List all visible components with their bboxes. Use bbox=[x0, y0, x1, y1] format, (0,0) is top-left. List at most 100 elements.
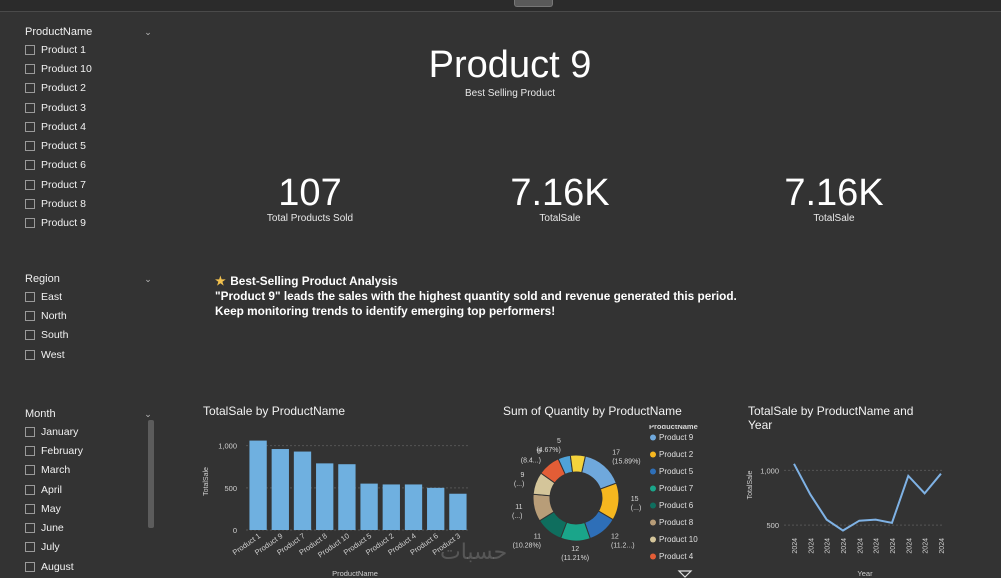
bar[interactable] bbox=[249, 440, 267, 530]
product-slicer-item[interactable]: Product 8 bbox=[25, 194, 153, 213]
checkbox[interactable] bbox=[25, 199, 35, 210]
region-slicer-item[interactable]: South bbox=[25, 326, 153, 345]
donut-data-label: 15 (...) bbox=[631, 496, 642, 512]
region-slicer-header[interactable]: Region ⌄ bbox=[25, 271, 153, 287]
line-ytick-label: 1,000 bbox=[760, 466, 779, 475]
donut-chart[interactable]: 17 (15.89%) 15 (...) 12 (11.2...) 12 (11.21%) 11… bbox=[498, 425, 708, 578]
bar[interactable] bbox=[404, 484, 423, 530]
checkbox[interactable] bbox=[25, 503, 35, 514]
region-slicer-item[interactable]: East bbox=[25, 287, 153, 306]
checkbox[interactable] bbox=[25, 561, 35, 572]
line-xtick-label: 2024 bbox=[923, 538, 930, 554]
month-slicer-item[interactable]: August bbox=[25, 557, 153, 576]
month-slicer-item[interactable]: March bbox=[25, 461, 153, 480]
month-slicer-item-label: July bbox=[41, 541, 60, 554]
product-slicer-header[interactable]: ProductName ⌄ bbox=[25, 24, 153, 40]
checkbox[interactable] bbox=[25, 218, 35, 229]
region-slicer-item[interactable]: North bbox=[25, 306, 153, 325]
bar-y-axis-title: TotalSale bbox=[203, 467, 210, 496]
checkbox[interactable] bbox=[25, 44, 35, 55]
line-xtick-label: 2024 bbox=[857, 538, 864, 554]
month-slicer-item[interactable]: July bbox=[25, 538, 153, 557]
bar[interactable] bbox=[316, 463, 334, 530]
donut-legend-title: ProductName bbox=[649, 425, 698, 431]
checkbox[interactable] bbox=[25, 141, 35, 152]
month-slicer-item[interactable]: May bbox=[25, 499, 153, 518]
checkbox[interactable] bbox=[25, 121, 35, 132]
bar[interactable] bbox=[360, 483, 378, 530]
checkbox[interactable] bbox=[25, 426, 35, 437]
donut-slice[interactable] bbox=[569, 454, 586, 474]
bar[interactable] bbox=[382, 484, 400, 530]
checkbox[interactable] bbox=[25, 291, 35, 302]
line-xtick-label: 2024 bbox=[890, 538, 897, 554]
bar[interactable] bbox=[427, 487, 445, 530]
kpi-value: 107 bbox=[278, 172, 342, 214]
checkbox[interactable] bbox=[25, 445, 35, 456]
collapse-handle[interactable] bbox=[514, 0, 553, 7]
line-xtick-label: 2024 bbox=[841, 538, 848, 554]
watermark: حسبات bbox=[440, 540, 508, 565]
analysis-line-2: Keep monitoring trends to identify emerg… bbox=[215, 304, 556, 318]
product-slicer-item[interactable]: Product 2 bbox=[25, 79, 153, 98]
checkbox[interactable] bbox=[25, 542, 35, 553]
product-slicer-item[interactable]: Product 7 bbox=[25, 175, 153, 194]
chevron-down-icon[interactable]: ⌄ bbox=[144, 26, 152, 37]
top-bar bbox=[0, 0, 1001, 12]
checkbox[interactable] bbox=[25, 179, 35, 190]
checkbox[interactable] bbox=[25, 349, 35, 360]
kpi-card-total-sale-2[interactable]: 7.16K TotalSale bbox=[749, 172, 919, 224]
checkbox[interactable] bbox=[25, 102, 35, 113]
donut-slice[interactable] bbox=[581, 455, 617, 490]
month-slicer-item[interactable]: April bbox=[25, 480, 153, 499]
product-slicer-item[interactable]: Product 1 bbox=[25, 40, 153, 59]
chevron-down-icon[interactable]: ⌄ bbox=[144, 408, 152, 419]
checkbox[interactable] bbox=[25, 523, 35, 534]
donut-legend-label: Product 9 bbox=[659, 433, 694, 442]
checkbox[interactable] bbox=[25, 83, 35, 94]
month-slicer-item[interactable]: February bbox=[25, 441, 153, 460]
analysis-line-1: "Product 9" leads the sales with the hig… bbox=[215, 289, 737, 303]
product-slicer-item[interactable]: Product 3 bbox=[25, 98, 153, 117]
month-slicer-item[interactable]: January bbox=[25, 422, 153, 441]
product-slicer-item[interactable]: Product 10 bbox=[25, 59, 153, 78]
checkbox[interactable] bbox=[25, 310, 35, 321]
region-slicer-item-label: West bbox=[41, 348, 65, 361]
bar[interactable] bbox=[338, 464, 356, 530]
checkbox[interactable] bbox=[25, 160, 35, 171]
legend-scroll-down-icon bbox=[677, 570, 693, 578]
donut-legend-label: Product 2 bbox=[659, 450, 694, 459]
region-slicer-item[interactable]: West bbox=[25, 345, 153, 364]
checkbox[interactable] bbox=[25, 330, 35, 341]
bar[interactable] bbox=[449, 493, 467, 530]
checkbox[interactable] bbox=[25, 484, 35, 495]
product-slicer-item-label: Product 10 bbox=[41, 62, 92, 75]
checkbox[interactable] bbox=[25, 465, 35, 476]
product-slicer-item[interactable]: Product 6 bbox=[25, 156, 153, 175]
month-slicer-item-label: August bbox=[41, 560, 74, 573]
kpi-label: TotalSale bbox=[539, 213, 581, 224]
analysis-heading-row: ★ Best-Selling Product Analysis bbox=[215, 274, 815, 289]
kpi-card-total-products[interactable]: 107 Total Products Sold bbox=[225, 172, 395, 224]
product-slicer-item[interactable]: Product 4 bbox=[25, 117, 153, 136]
bar[interactable] bbox=[271, 449, 289, 530]
month-slicer-item[interactable]: June bbox=[25, 518, 153, 537]
product-slicer-item-label: Product 4 bbox=[41, 120, 86, 133]
month-slicer-scrollbar[interactable] bbox=[148, 420, 154, 528]
line-xtick-label: 2024 bbox=[906, 538, 913, 554]
product-slicer-item[interactable]: Product 9 bbox=[25, 214, 153, 233]
donut-legend-label: Product 4 bbox=[659, 552, 694, 561]
line-ytick-label: 500 bbox=[766, 521, 779, 530]
product-slicer-item-label: Product 8 bbox=[41, 198, 86, 211]
region-slicer-list: East North South West bbox=[25, 287, 153, 364]
bar[interactable] bbox=[293, 451, 312, 530]
kpi-card-total-sale[interactable]: 7.16K TotalSale bbox=[475, 172, 645, 224]
chevron-down-icon[interactable]: ⌄ bbox=[144, 273, 152, 284]
product-slicer-item[interactable]: Product 5 bbox=[25, 136, 153, 155]
analysis-textbox: ★ Best-Selling Product Analysis "Product… bbox=[215, 274, 815, 319]
month-slicer-header[interactable]: Month ⌄ bbox=[25, 406, 153, 422]
checkbox[interactable] bbox=[25, 63, 35, 74]
line-chart[interactable]: 500 1,000 TotalSale 2024 2024 2024 2024 2024 202… bbox=[742, 440, 952, 578]
donut-data-label: 11 (10.28%) bbox=[513, 533, 541, 549]
